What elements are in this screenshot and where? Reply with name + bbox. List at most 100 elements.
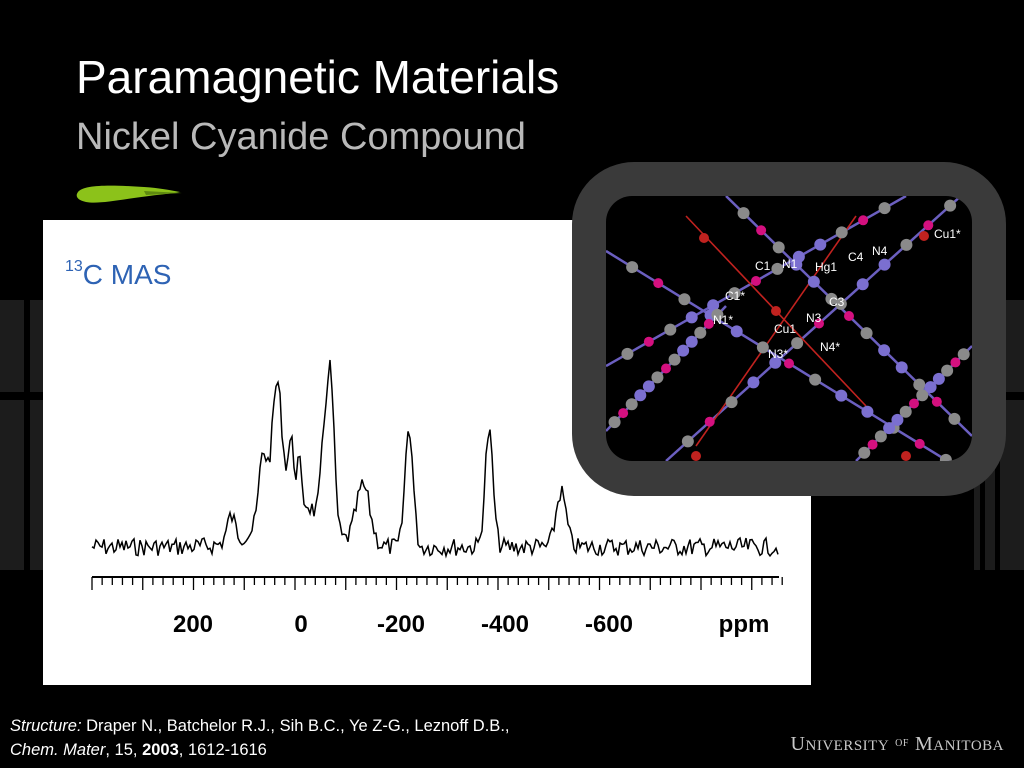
atom-label: N4 xyxy=(872,244,888,258)
atom xyxy=(685,311,698,324)
atom xyxy=(878,344,891,357)
axis-tick-label: -400 xyxy=(481,611,529,638)
atom xyxy=(707,299,720,312)
atom xyxy=(668,353,681,366)
atom xyxy=(895,361,908,374)
spectrum-label: 13C MAS xyxy=(65,258,172,290)
atom xyxy=(874,430,887,443)
atom xyxy=(621,347,634,360)
atom-label: N3 xyxy=(806,311,822,325)
atom xyxy=(634,389,647,402)
atom xyxy=(834,297,847,310)
atom xyxy=(608,416,621,429)
atom xyxy=(844,311,854,321)
atom xyxy=(835,389,848,402)
atom-label: C4 xyxy=(848,250,864,264)
atom xyxy=(913,378,926,391)
axis-tick-label: -200 xyxy=(377,611,425,638)
atom xyxy=(941,364,954,377)
atom xyxy=(909,398,919,409)
atom xyxy=(711,308,724,321)
slide-subtitle: Nickel Cyanide Compound xyxy=(76,116,526,158)
atom xyxy=(901,451,911,461)
atom xyxy=(664,323,677,336)
atom xyxy=(939,453,952,461)
atom xyxy=(651,371,664,384)
atom xyxy=(957,348,970,361)
atom-label: N4* xyxy=(820,340,840,354)
atom xyxy=(861,405,874,418)
atom xyxy=(653,278,664,289)
atom xyxy=(681,435,694,448)
spectrum-trace xyxy=(91,359,779,559)
crystal-structure-frame: C1 N1 Hg1 C4 N4 Cu1* C1* C3 N1* N3 Cu1 N… xyxy=(572,162,1006,496)
atom xyxy=(814,318,824,329)
atom xyxy=(932,372,945,385)
atom xyxy=(730,325,743,338)
atom xyxy=(771,306,781,316)
atom xyxy=(899,405,912,418)
atom xyxy=(661,363,671,374)
atom xyxy=(867,439,878,450)
atom xyxy=(784,358,794,369)
atom xyxy=(919,231,929,241)
atom-label: C1 xyxy=(755,259,771,273)
atom xyxy=(916,389,929,402)
atom xyxy=(642,380,655,393)
atom xyxy=(618,408,629,419)
atom xyxy=(856,278,869,291)
atom xyxy=(931,396,942,407)
atom xyxy=(678,293,691,306)
atom xyxy=(809,373,822,386)
atom xyxy=(677,344,690,357)
atom-label: Hg1 xyxy=(815,260,837,274)
atom-label: Cu1* xyxy=(934,227,961,241)
atom xyxy=(791,337,804,350)
atom xyxy=(878,202,891,215)
atom xyxy=(790,258,803,271)
atom xyxy=(948,412,961,425)
x-axis-ticks xyxy=(91,577,783,590)
atom xyxy=(737,207,750,220)
atom-label: N1* xyxy=(713,313,733,327)
bond xyxy=(695,215,857,447)
axis-unit-label: ppm xyxy=(719,611,770,638)
atom-label: N1 xyxy=(782,257,798,271)
green-brush-stroke xyxy=(76,185,182,203)
atom xyxy=(835,226,848,239)
atom xyxy=(900,238,913,251)
atom-label: C3 xyxy=(829,295,845,309)
university-logo: UNIVERSITY OF MANITOBA xyxy=(790,733,1004,755)
axis-tick-label: -600 xyxy=(585,611,633,638)
atom xyxy=(860,327,873,340)
atom xyxy=(772,241,785,254)
atom xyxy=(950,357,961,368)
atom xyxy=(891,413,904,426)
citation: Structure: Draper N., Batchelor R.J., Si… xyxy=(10,717,510,759)
nmr-spectrum-plot: 200 0 -200 -400 -600 ppm xyxy=(91,359,783,638)
slide-title: Paramagnetic Materials xyxy=(76,51,560,103)
crystal-structure-image: C1 N1 Hg1 C4 N4 Cu1* C1* C3 N1* N3 Cu1 N… xyxy=(606,196,972,461)
axis-tick-label: 0 xyxy=(294,611,307,638)
atom xyxy=(691,451,701,461)
atom xyxy=(626,261,639,274)
atom xyxy=(725,396,738,409)
atom xyxy=(883,422,896,435)
atom xyxy=(756,341,769,354)
atom-label: C1* xyxy=(725,289,745,303)
atom xyxy=(814,238,827,251)
atom xyxy=(756,225,767,236)
atom xyxy=(747,376,760,389)
atom xyxy=(625,398,638,411)
atom xyxy=(694,326,707,339)
atom xyxy=(923,220,934,231)
atom xyxy=(699,233,709,243)
atom xyxy=(825,292,838,305)
atom xyxy=(685,335,698,348)
atom xyxy=(944,199,957,212)
atom xyxy=(751,276,761,286)
atom xyxy=(704,416,715,427)
atom xyxy=(858,215,869,226)
atom xyxy=(769,356,782,369)
atom xyxy=(924,381,937,394)
